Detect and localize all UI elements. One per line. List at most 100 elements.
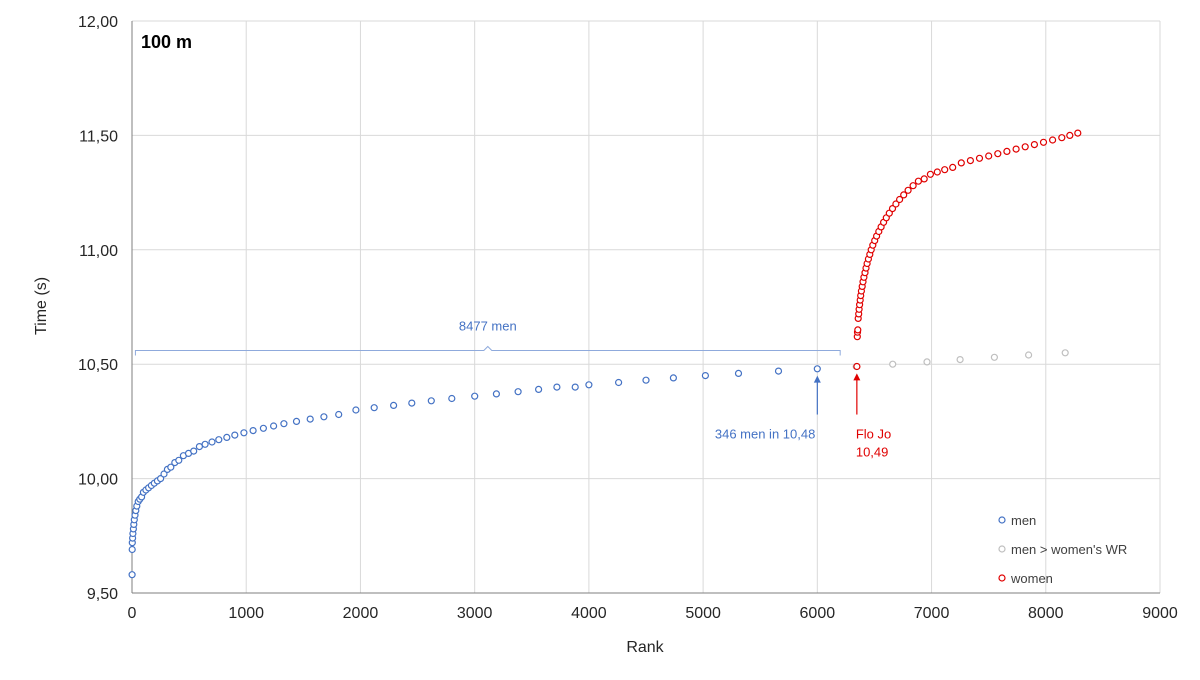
brace-label: 8477 men bbox=[459, 318, 517, 333]
data-point bbox=[167, 463, 175, 471]
brace-8477-men bbox=[134, 345, 841, 356]
data-point bbox=[642, 376, 650, 384]
data-point bbox=[956, 356, 964, 364]
data-point bbox=[553, 383, 561, 391]
data-point bbox=[734, 369, 743, 377]
data-point bbox=[895, 195, 904, 204]
x-axis-title: Rank bbox=[626, 639, 664, 656]
y-tick-label: 11,00 bbox=[79, 243, 118, 260]
data-point bbox=[923, 358, 931, 366]
data-point bbox=[701, 372, 710, 380]
data-point bbox=[966, 157, 975, 165]
legend-marker bbox=[998, 545, 1006, 553]
data-point bbox=[306, 415, 314, 423]
x-tick-label: 3000 bbox=[457, 605, 493, 622]
data-point bbox=[1058, 134, 1066, 142]
y-tick-label: 11,50 bbox=[79, 128, 118, 145]
data-point bbox=[215, 436, 223, 444]
y-tick-label: 9,50 bbox=[87, 586, 118, 603]
data-point bbox=[990, 353, 999, 361]
data-point bbox=[854, 326, 862, 334]
x-tick-label: 6000 bbox=[800, 605, 836, 622]
legend-label: men bbox=[1011, 513, 1036, 528]
data-point bbox=[933, 168, 941, 176]
x-tick-label: 8000 bbox=[1028, 605, 1064, 622]
data-point bbox=[259, 424, 267, 432]
data-point bbox=[914, 177, 923, 185]
women-annotation-label-line2: 10,49 bbox=[856, 445, 889, 460]
data-point bbox=[128, 545, 136, 554]
data-point bbox=[957, 159, 965, 167]
data-point bbox=[909, 182, 917, 190]
y-tick-label: 10,50 bbox=[78, 357, 118, 374]
x-tick-label: 4000 bbox=[571, 605, 607, 622]
y-axis-title: Time (s) bbox=[33, 277, 50, 335]
data-point bbox=[249, 427, 257, 435]
legend-marker bbox=[998, 574, 1006, 582]
data-point bbox=[471, 392, 479, 400]
data-point bbox=[1024, 351, 1033, 359]
data-point bbox=[614, 378, 623, 387]
data-point bbox=[390, 401, 398, 409]
data-point bbox=[1066, 131, 1074, 139]
x-tick-label: 2000 bbox=[343, 605, 379, 622]
data-point bbox=[208, 438, 216, 446]
data-point bbox=[514, 388, 522, 396]
data-point bbox=[270, 422, 278, 430]
data-point bbox=[888, 205, 897, 213]
data-point bbox=[985, 152, 993, 160]
data-point bbox=[813, 365, 821, 373]
y-tick-label: 12,00 bbox=[78, 14, 118, 31]
data-point bbox=[201, 440, 209, 448]
data-point bbox=[160, 470, 168, 478]
women-annotation-label-line1: Flo Jo bbox=[856, 427, 891, 442]
data-point bbox=[240, 429, 248, 437]
data-point bbox=[128, 571, 136, 579]
women-arrow-head bbox=[853, 373, 861, 381]
data-point bbox=[994, 150, 1002, 158]
data-point bbox=[1061, 349, 1069, 357]
data-point bbox=[352, 406, 360, 414]
x-tick-label: 0 bbox=[128, 605, 137, 622]
x-tick-label: 7000 bbox=[914, 605, 950, 622]
data-point bbox=[190, 447, 198, 455]
data-point bbox=[774, 367, 783, 375]
data-point bbox=[1030, 141, 1039, 149]
data-point bbox=[448, 394, 456, 403]
axes: 0 1000 2000 3000 4000 5000 6000 7000 8000 9000 9,5… bbox=[78, 14, 1178, 622]
data-point bbox=[1021, 143, 1029, 151]
chart-title: 100 m bbox=[141, 32, 192, 52]
data-point bbox=[427, 397, 435, 405]
x-tick-label: 5000 bbox=[685, 605, 721, 622]
men-arrow-head bbox=[813, 375, 821, 383]
men-annotation-label: 346 men in 10,48 bbox=[715, 427, 815, 442]
data-point bbox=[492, 390, 500, 398]
grid bbox=[132, 20, 1161, 593]
legend-label: women bbox=[1010, 571, 1053, 586]
data-point bbox=[900, 191, 908, 199]
data-point bbox=[157, 475, 165, 483]
data-point bbox=[889, 360, 897, 368]
data-point bbox=[231, 431, 239, 439]
data-point bbox=[904, 186, 912, 194]
data-point bbox=[920, 175, 928, 183]
data-point bbox=[1074, 129, 1082, 137]
data-point bbox=[1048, 136, 1057, 144]
data-point bbox=[669, 374, 678, 382]
legend: men men > women's WR women bbox=[998, 513, 1127, 586]
data-point bbox=[335, 410, 343, 419]
data-point bbox=[175, 456, 183, 464]
data-point bbox=[320, 413, 328, 421]
data-point bbox=[223, 433, 231, 441]
x-tick-label: 1000 bbox=[228, 605, 264, 622]
data-point bbox=[941, 166, 949, 174]
data-point bbox=[1012, 145, 1020, 153]
data-point bbox=[195, 443, 203, 451]
data-point bbox=[1039, 138, 1048, 146]
data-point bbox=[292, 417, 301, 425]
data-point bbox=[1003, 147, 1011, 155]
data-point bbox=[370, 404, 378, 412]
legend-marker bbox=[998, 516, 1006, 524]
